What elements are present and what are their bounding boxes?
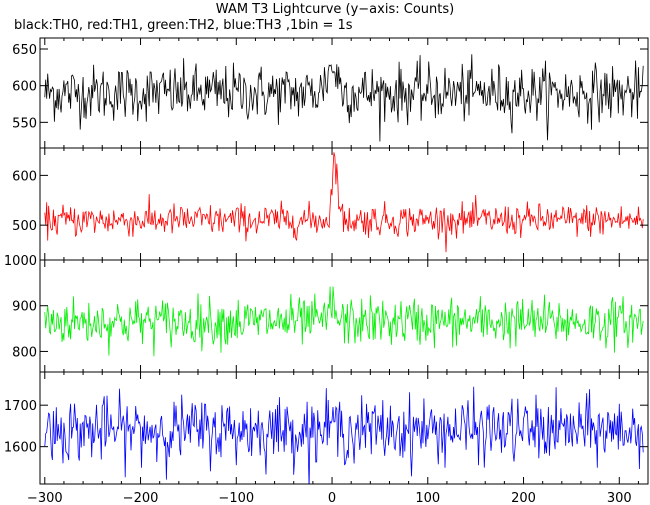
panel-th1: 500 600	[12, 147, 649, 261]
y-tick-label: 1600	[4, 441, 37, 456]
y-tick-label: 1700	[4, 399, 37, 414]
y-tick-label: 600	[12, 80, 37, 95]
y-tick-label: 600	[12, 169, 37, 184]
y-tick-label: 650	[12, 43, 37, 58]
y-tick-label: 1000	[4, 254, 37, 269]
panel-th0: 550 600 650	[12, 37, 649, 149]
y-tick-label: 550	[12, 116, 37, 131]
x-tick-label: 200	[511, 491, 536, 505]
chart-subtitle: black:TH0, red:TH1, green:TH2, blue:TH3 …	[14, 18, 353, 33]
series-line-th3	[44, 386, 644, 484]
x-axis: −300 −200 −100 0 100 200 300	[27, 491, 632, 505]
x-tick-label: −100	[218, 491, 254, 505]
panels: 550 600 650 500 600 800 900 1000 1600 1700	[4, 37, 649, 485]
panel-th2: 800 900 1000	[4, 254, 649, 373]
x-tick-label: 0	[328, 491, 336, 505]
series-line-th2	[44, 286, 644, 357]
x-tick-label: −200	[123, 491, 159, 505]
y-tick-label: 800	[12, 345, 37, 360]
x-tick-label: 300	[607, 491, 632, 505]
y-tick-label: 900	[12, 300, 37, 315]
panel-frame	[39, 147, 649, 261]
panel-th3: 1600 1700	[4, 371, 649, 485]
x-tick-label: 100	[415, 491, 440, 505]
panel-frame	[39, 371, 649, 485]
chart-title: WAM T3 Lightcurve (y−axis: Counts)	[216, 2, 454, 17]
x-tick-label: −300	[27, 491, 63, 505]
series-line-th0	[44, 54, 644, 142]
y-tick-label: 500	[12, 219, 37, 234]
series-line-th1	[44, 152, 644, 253]
